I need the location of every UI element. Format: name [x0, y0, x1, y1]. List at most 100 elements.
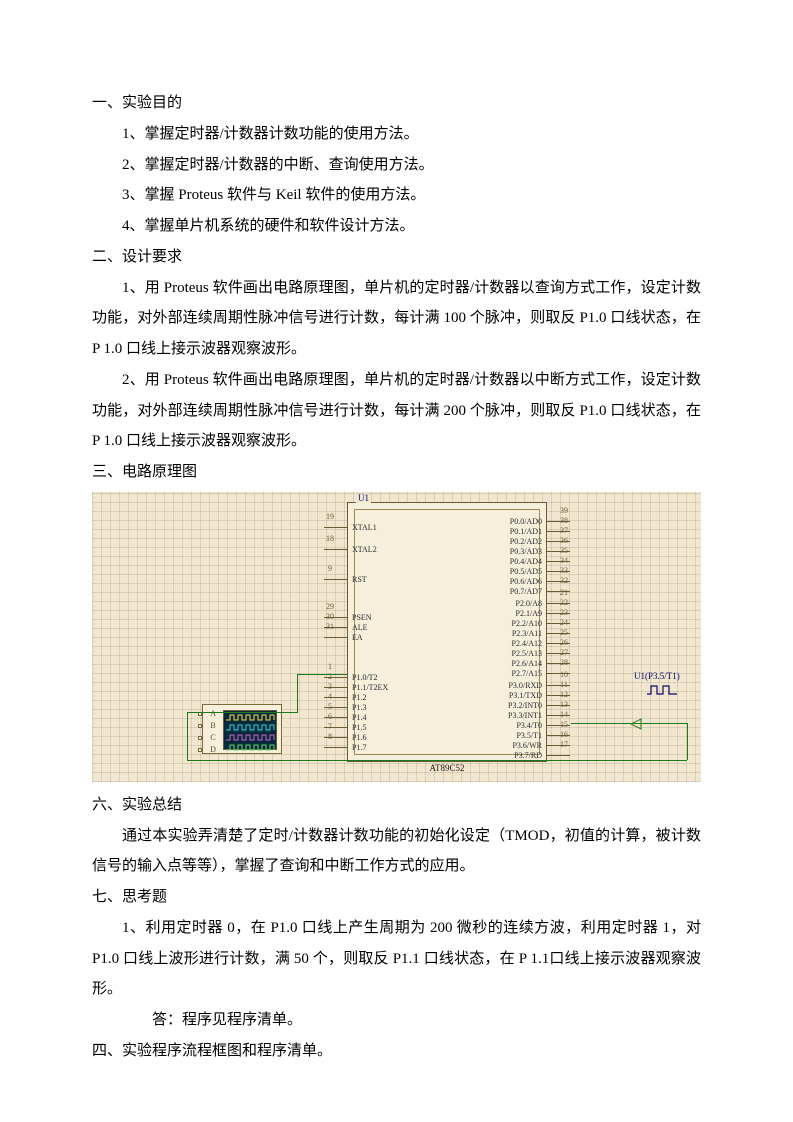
pin-label: ALE: [352, 624, 368, 632]
pin-label: P0.7/AD7: [510, 588, 542, 596]
s1-item-2: 2、掌握定时器/计数器的中断、查询使用方法。: [92, 150, 701, 181]
wire-t1-h: [571, 723, 631, 724]
pin-num: 21: [556, 589, 572, 597]
pin-right-23: P2.2/A1023: [470, 619, 570, 629]
pin-num: 5: [322, 703, 338, 711]
pin-right-37: P0.2/AD237: [470, 537, 570, 547]
pin-label: P1.5: [352, 724, 366, 732]
pin-label: P2.6/A14: [512, 660, 542, 668]
scope-screen: [223, 710, 277, 750]
pin-left-18: 18XTAL2: [324, 545, 414, 555]
pin-label: P0.2/AD2: [510, 538, 542, 546]
pin-label: P0.3/AD3: [510, 548, 542, 556]
s7-answer: 答：程序见程序清单。: [92, 1005, 701, 1036]
pin-num: 38: [556, 517, 572, 525]
pin-label: P0.4/AD4: [510, 558, 542, 566]
pin-num: 7: [322, 723, 338, 731]
pin-num: 8: [322, 733, 338, 741]
pin-label: P1.0/T2: [352, 674, 378, 682]
scope-port-D: [198, 748, 202, 752]
pin-label: P0.1/AD1: [510, 528, 542, 536]
pin-num: 3: [322, 683, 338, 691]
pin-left-8: 8P1.7: [324, 743, 414, 753]
pin-num: 28: [556, 659, 572, 667]
pin-right-22: P2.1/A922: [470, 609, 570, 619]
pin-right-34: P0.5/AD534: [470, 567, 570, 577]
section-4-title: 四、实验程序流程框图和程序清单。: [92, 1036, 701, 1067]
pin-right-24: P2.3/A1124: [470, 629, 570, 639]
pin-label: P2.4/A12: [512, 640, 542, 648]
pin-num: 27: [556, 649, 572, 657]
scope-channel-B: B: [207, 722, 219, 730]
chip-ref: U1: [356, 494, 371, 503]
pin-num: 33: [556, 567, 572, 575]
scope-wave-A: [226, 714, 274, 720]
pin-num: 36: [556, 537, 572, 545]
scope-wave-C: [226, 734, 274, 740]
pin-label: P1.6: [352, 734, 366, 742]
pin-label: P2.1/A9: [516, 610, 542, 618]
pin-right-39: P0.0/AD039: [470, 517, 570, 527]
pin-lead: [546, 755, 570, 756]
circuit-diagram: U1 19XTAL118XTAL29RST29PSEN30ALE31EA1P1.…: [92, 492, 701, 782]
mcu-chip: U1 19XTAL118XTAL29RST29PSEN30ALE31EA1P1.…: [347, 502, 547, 762]
section-2-title: 二、设计要求: [92, 242, 701, 273]
pin-num: 11: [556, 681, 572, 689]
pin-label: P3.5/T1: [516, 732, 542, 740]
pin-label: P2.2/A10: [512, 620, 542, 628]
pin-left-9: 9RST: [324, 575, 414, 585]
pin-label: XTAL1: [352, 524, 377, 532]
pulse-label: U1(P3.5/T1): [634, 672, 680, 681]
pulse-wave-icon: [647, 684, 677, 696]
pin-right-26: P2.5/A1326: [470, 649, 570, 659]
pin-label: P2.3/A11: [512, 630, 542, 638]
pin-num: 31: [322, 623, 338, 631]
pin-right-25: P2.4/A1225: [470, 639, 570, 649]
pin-label: P1.4: [352, 714, 366, 722]
pin-right-15: P3.5/T115: [470, 731, 570, 741]
pin-num: 37: [556, 527, 572, 535]
pin-label: P3.0/RXD: [508, 682, 542, 690]
s7-para-1: 1、利用定时器 0，在 P1.0 口线上产生周期为 200 微秒的连续方波，利用…: [92, 913, 701, 1005]
pin-right-12: P3.2/INT012: [470, 701, 570, 711]
pin-num: 22: [556, 599, 572, 607]
pin-num: 13: [556, 701, 572, 709]
pin-right-14: P3.4/T014: [470, 721, 570, 731]
pin-lead: [324, 579, 348, 580]
scope-port-C: [198, 736, 202, 740]
pin-right-33: P0.6/AD633: [470, 577, 570, 587]
s2-para-2: 2、用 Proteus 软件画出电路原理图，单片机的定时器/计数器以中断方式工作…: [92, 365, 701, 457]
pin-right-11: P3.1/TXD11: [470, 691, 570, 701]
pin-right-27: P2.6/A1427: [470, 659, 570, 669]
pin-num: 26: [556, 639, 572, 647]
s2-para-1: 1、用 Proteus 软件画出电路原理图，单片机的定时器/计数器以查询方式工作…: [92, 273, 701, 365]
pin-label: P2.5/A13: [512, 650, 542, 658]
wire-loop-v2: [687, 723, 688, 760]
pin-right-35: P0.4/AD435: [470, 557, 570, 567]
pin-right-32: P0.7/AD732: [470, 587, 570, 597]
pin-label: EA: [352, 634, 363, 642]
section-6-title: 六、实验总结: [92, 790, 701, 821]
s1-item-1: 1、掌握定时器/计数器计数功能的使用方法。: [92, 119, 701, 150]
pin-num: 10: [556, 671, 572, 679]
pin-num: 29: [322, 603, 338, 611]
pin-left-31: 31EA: [324, 633, 414, 643]
pin-num: 9: [322, 565, 338, 573]
pin-right-16: P3.6/WR16: [470, 741, 570, 751]
pin-num: 4: [322, 693, 338, 701]
section-3-title: 三、电路原理图: [92, 457, 701, 488]
pin-label: P1.2: [352, 694, 366, 702]
wire-loop-h2: [631, 723, 688, 724]
pin-label: PSEN: [352, 614, 372, 622]
pin-label: RST: [352, 576, 367, 584]
pin-num: 24: [556, 619, 572, 627]
pin-num: 25: [556, 629, 572, 637]
pin-label: P0.0/AD0: [510, 518, 542, 526]
pin-num: 35: [556, 547, 572, 555]
pin-num: 6: [322, 713, 338, 721]
pin-right-36: P0.3/AD336: [470, 547, 570, 557]
pin-label: P2.7/A15: [512, 670, 542, 678]
section-7-title: 七、思考题: [92, 882, 701, 913]
pin-num: 17: [556, 741, 572, 749]
pin-right-28: P2.7/A1528: [470, 669, 570, 679]
